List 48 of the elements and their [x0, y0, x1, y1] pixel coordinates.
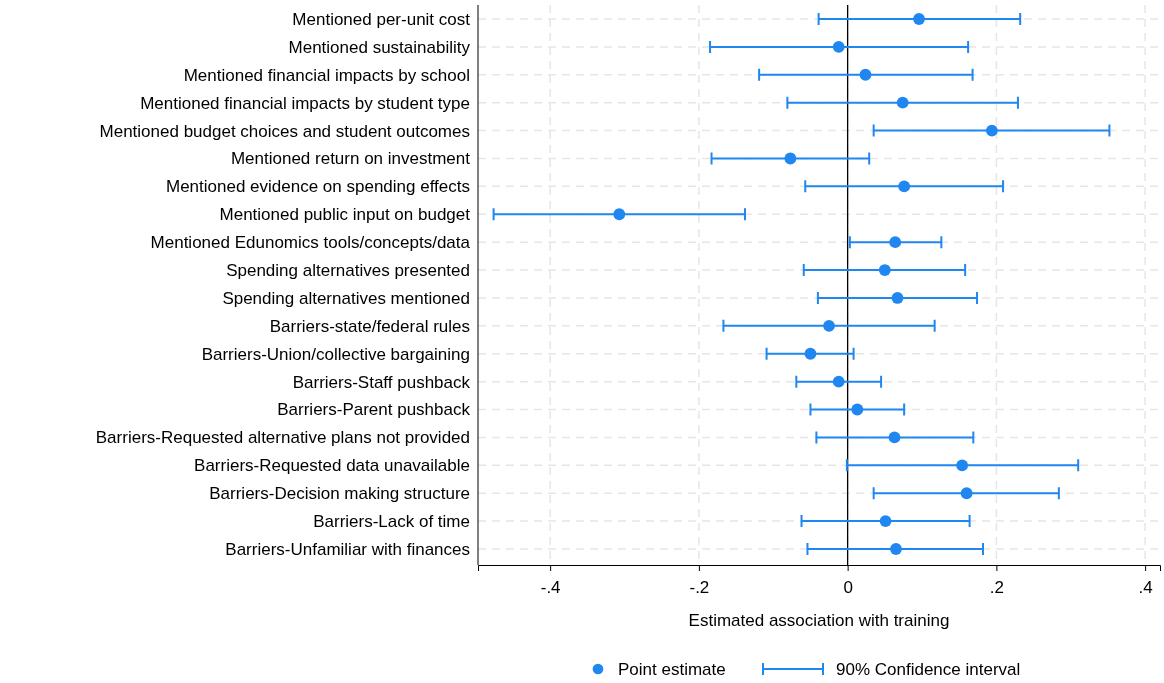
point — [613, 208, 626, 221]
y-tick-label: Spending alternatives mentioned — [222, 288, 470, 308]
y-tick-label: Barriers-Decision making structure — [209, 484, 470, 504]
x-tick-label: -.2 — [689, 577, 710, 597]
y-tick-label: Barriers-Union/collective bargaining — [201, 344, 470, 364]
y-tick-label: Barriers-Requested alternative plans not provided — [95, 428, 470, 448]
y-tick-label: Mentioned sustainability — [288, 37, 471, 57]
point — [878, 264, 891, 276]
point — [898, 180, 911, 193]
y-tick-label: Barriers-Requested data unavailable — [194, 456, 470, 476]
point — [784, 152, 797, 165]
point — [851, 403, 864, 416]
y-tick-label: Mentioned budget choices and student outcomes — [99, 121, 470, 141]
point — [986, 124, 998, 137]
point — [889, 236, 902, 249]
point — [960, 487, 973, 500]
y-tick-label: Mentioned evidence on spending effects — [165, 177, 470, 197]
y-tick-label: Mentioned Edunomics tools/concepts/data — [150, 233, 471, 253]
y-tick-label: Mentioned public input on budget — [219, 205, 471, 225]
x-tick-label: .2 — [989, 577, 1004, 597]
point — [804, 347, 817, 360]
point — [888, 431, 901, 444]
point — [956, 459, 969, 472]
x-tick-label: .4 — [1138, 577, 1153, 597]
y-tick-label: Barriers-Parent pushback — [277, 400, 471, 420]
point — [896, 96, 909, 109]
point — [891, 292, 904, 304]
x-tick-label: 0 — [843, 577, 853, 597]
point — [879, 515, 892, 528]
y-tick-label: Mentioned financial impacts by school — [183, 65, 470, 85]
y-tick-label: Mentioned per-unit cost — [292, 9, 471, 29]
point — [832, 40, 845, 53]
y-tick-label: Barriers-Unfamiliar with finances — [225, 539, 470, 559]
y-tick-label: Barriers-state/federal rules — [269, 316, 470, 336]
legend-label: Point estimate — [618, 660, 726, 679]
point — [832, 375, 845, 388]
point — [913, 13, 925, 25]
y-tick-label: Mentioned financial impacts by student type — [140, 93, 470, 113]
y-tick-label: Mentioned return on investment — [230, 149, 471, 169]
y-tick-label: Barriers-Lack of time — [313, 512, 470, 532]
x-tick-label: -.4 — [540, 577, 561, 597]
y-tick-label: Barriers-Staff pushback — [292, 372, 471, 392]
text: 90% Confidence interval — [836, 660, 1021, 679]
point — [859, 68, 872, 81]
x-axis-title: Estimated association with training — [688, 611, 950, 630]
y-tick-label: Spending alternatives presented — [226, 260, 470, 280]
point — [823, 319, 835, 332]
point — [890, 543, 902, 555]
